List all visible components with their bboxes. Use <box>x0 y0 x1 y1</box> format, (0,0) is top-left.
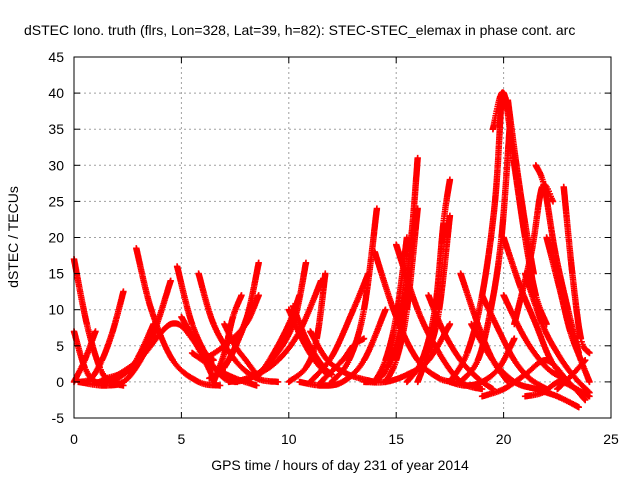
arc-markers <box>307 270 372 386</box>
arc-38 <box>446 93 505 386</box>
y-tick-label: 40 <box>48 85 64 101</box>
arc-markers <box>425 292 497 393</box>
y-tick-label: 35 <box>48 121 64 137</box>
arc-7 <box>103 320 217 386</box>
arc-21 <box>289 302 335 378</box>
arc-markers <box>317 335 368 386</box>
arc-markers <box>521 378 593 400</box>
arc-17 <box>210 292 245 386</box>
x-axis-label: GPS time / hours of day 231 of year 2014 <box>211 457 469 473</box>
y-tick-label: 0 <box>56 374 64 390</box>
arc-markers <box>543 234 593 386</box>
arc-markers <box>285 270 329 386</box>
arc-50 <box>468 320 582 411</box>
arc-24 <box>307 270 372 386</box>
x-tick-label: 5 <box>178 431 186 447</box>
arc-markers <box>468 320 582 411</box>
arc-37 <box>425 292 497 393</box>
arc-23 <box>296 306 389 389</box>
arc-markers <box>446 93 505 386</box>
y-tick-label: 5 <box>56 338 64 354</box>
y-tick-label: 45 <box>48 49 64 65</box>
x-tick-label: 10 <box>281 431 297 447</box>
arc-54 <box>521 378 593 400</box>
arc-markers <box>296 306 389 389</box>
y-axis-label: dSTEC / TECUs <box>5 186 21 288</box>
y-tick-label: -5 <box>52 410 65 426</box>
arc-26 <box>317 335 368 386</box>
arc-39 <box>457 118 514 386</box>
arc-25 <box>328 205 381 386</box>
arc-markers <box>133 245 224 389</box>
x-tick-label: 20 <box>496 431 512 447</box>
arc-markers <box>289 302 335 378</box>
x-tick-label: 0 <box>70 431 78 447</box>
y-tick-label: 25 <box>48 193 64 209</box>
axis-ticks <box>73 56 612 419</box>
arc-markers <box>560 183 593 357</box>
arc-52 <box>478 357 572 400</box>
data-points <box>70 89 593 411</box>
arc-markers <box>457 118 514 386</box>
x-tick-label: 25 <box>603 431 619 447</box>
arc-markers <box>210 292 245 386</box>
y-tick-label: 15 <box>48 266 64 282</box>
arc-markers <box>478 357 572 400</box>
arc-48 <box>543 234 593 386</box>
x-tick-label: 15 <box>388 431 404 447</box>
chart-title: dSTEC Iono. truth (flrs, Lon=328, Lat=39… <box>24 22 575 38</box>
arc-27 <box>285 270 329 386</box>
arc-markers <box>328 205 381 386</box>
arc-markers <box>103 320 217 386</box>
arc-markers <box>371 248 458 386</box>
arc-35 <box>371 248 458 386</box>
tick-labels: 0 5 10 15 20 25 -5 0 5 10 15 20 25 30 35 40 45 <box>48 49 619 447</box>
y-tick-label: 30 <box>48 157 64 173</box>
y-tick-label: 20 <box>48 230 64 246</box>
arc-6 <box>133 245 224 389</box>
y-tick-label: 10 <box>48 302 64 318</box>
arc-49 <box>560 183 593 357</box>
